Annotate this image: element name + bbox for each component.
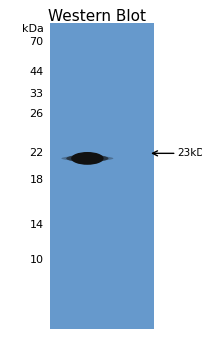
- Text: kDa: kDa: [22, 24, 43, 34]
- Ellipse shape: [61, 156, 113, 161]
- Text: Western Blot: Western Blot: [48, 9, 146, 25]
- Bar: [49, 23, 154, 329]
- Text: 18: 18: [29, 175, 43, 185]
- Ellipse shape: [66, 155, 108, 162]
- Text: 22: 22: [29, 148, 43, 158]
- Text: 70: 70: [29, 37, 43, 47]
- Text: 33: 33: [29, 89, 43, 99]
- Text: 23kDa: 23kDa: [177, 148, 202, 158]
- Text: 10: 10: [29, 255, 43, 265]
- Text: 26: 26: [29, 109, 43, 119]
- Ellipse shape: [71, 152, 103, 165]
- Text: 14: 14: [29, 220, 43, 230]
- Text: 44: 44: [29, 67, 43, 78]
